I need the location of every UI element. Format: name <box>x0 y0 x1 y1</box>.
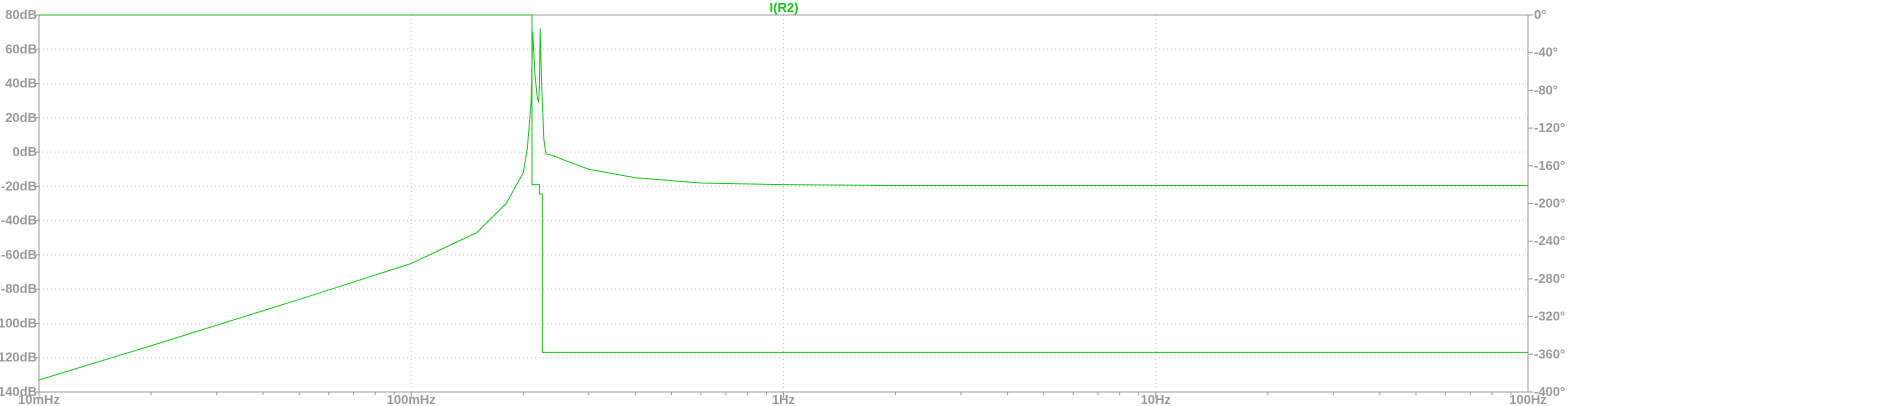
y-tick-label: 0dB <box>12 144 37 159</box>
trace-title[interactable]: I(R2) <box>770 0 799 15</box>
y2-tick-label: 0° <box>1534 7 1546 22</box>
y-tick-label: -140dB <box>0 384 37 399</box>
y-tick-label: -40dB <box>1 213 37 228</box>
phase-curve <box>39 14 1528 353</box>
x-tick-label: 100mHz <box>387 392 437 406</box>
y-tick-label: -60dB <box>1 247 37 262</box>
y-tick-label: -80dB <box>1 281 37 296</box>
tick-labels: 80dB 60dB 40dB 20dB 0dB -20dB -40dB -60dB -80dB -… <box>0 7 1565 406</box>
y2-tick-label: -400° <box>1534 384 1565 399</box>
y2-tick-label: -80° <box>1534 82 1558 97</box>
y-tick-label: 80dB <box>5 7 37 22</box>
y2-tick-label: -280° <box>1534 271 1565 286</box>
y2-tick-label: -360° <box>1534 346 1565 361</box>
y-tick-label: 40dB <box>5 76 37 91</box>
y2-tick-label: -120° <box>1534 120 1565 135</box>
x-tick-label: 100Hz <box>1509 392 1547 406</box>
y-tick-label: 20dB <box>5 110 37 125</box>
y2-tick-label: -160° <box>1534 158 1565 173</box>
plot-curves <box>38 14 1528 381</box>
y2-tick-label: -40° <box>1534 45 1558 60</box>
plot-frame <box>38 14 1529 393</box>
y2-tick-label: -200° <box>1534 196 1565 211</box>
y-tick-label: -100dB <box>0 315 37 330</box>
y-tick-label: -20dB <box>1 178 37 193</box>
y-tick-label: 60dB <box>5 41 37 56</box>
magnitude-curve <box>38 28 1528 381</box>
x-tick-label: 1Hz <box>772 392 796 406</box>
x-tick-label: 10mHz <box>18 392 60 406</box>
y-tick-label: -120dB <box>0 350 37 365</box>
y2-tick-label: -320° <box>1534 309 1565 324</box>
x-tick-label: 10Hz <box>1141 392 1172 406</box>
plot-grid <box>34 14 1533 398</box>
y2-tick-label: -240° <box>1534 233 1565 248</box>
